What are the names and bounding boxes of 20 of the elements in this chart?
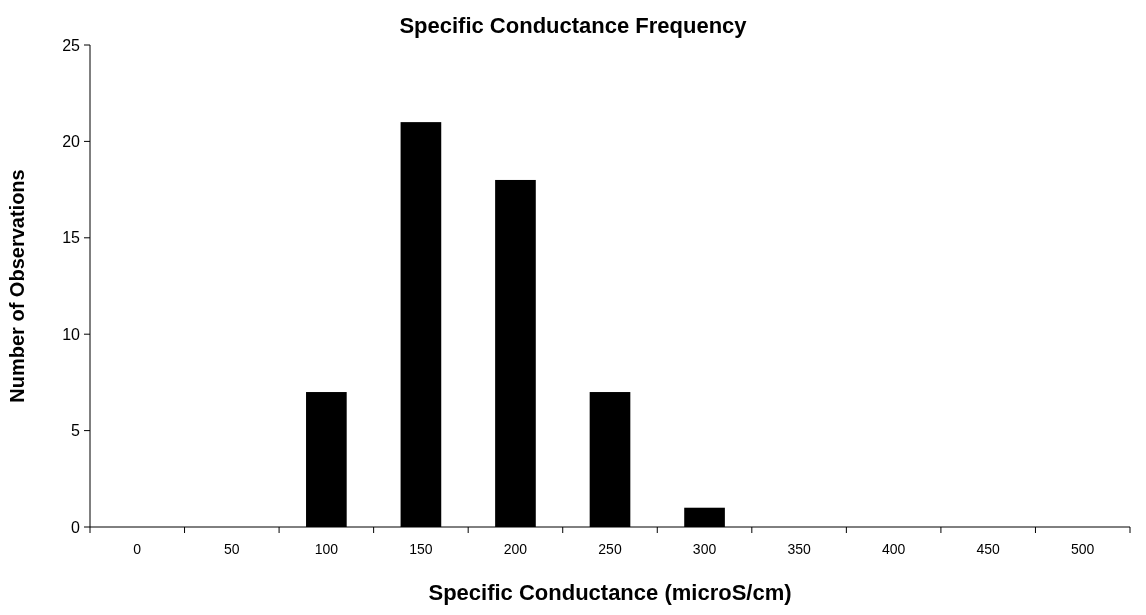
- chart-title: Specific Conductance Frequency: [399, 13, 748, 38]
- x-tick-label: 100: [314, 541, 339, 557]
- y-tick-label: 15: [62, 229, 81, 247]
- y-tick-label: 0: [71, 518, 81, 536]
- x-tick-label: 350: [787, 541, 811, 557]
- x-tick-label: 150: [409, 541, 433, 557]
- x-axis-title: Specific Conductance (microS/cm): [428, 580, 792, 605]
- x-tick-label: 450: [976, 541, 1001, 557]
- x-tick-label: 250: [598, 541, 622, 557]
- y-tick-label: 20: [62, 133, 81, 150]
- x-tick-label: 500: [1071, 541, 1095, 557]
- x-tick-label: 300: [692, 541, 717, 557]
- y-tick-label: 25: [62, 36, 81, 54]
- x-tick-label: 0: [133, 541, 142, 557]
- y-tick-label: 5: [71, 422, 81, 440]
- y-tick-label: 10: [62, 325, 81, 343]
- x-tick-label: 50: [224, 541, 240, 557]
- x-tick-label: 200: [503, 541, 528, 557]
- x-tick-label: 400: [881, 541, 906, 557]
- y-axis-title: Number of Observations: [6, 169, 28, 403]
